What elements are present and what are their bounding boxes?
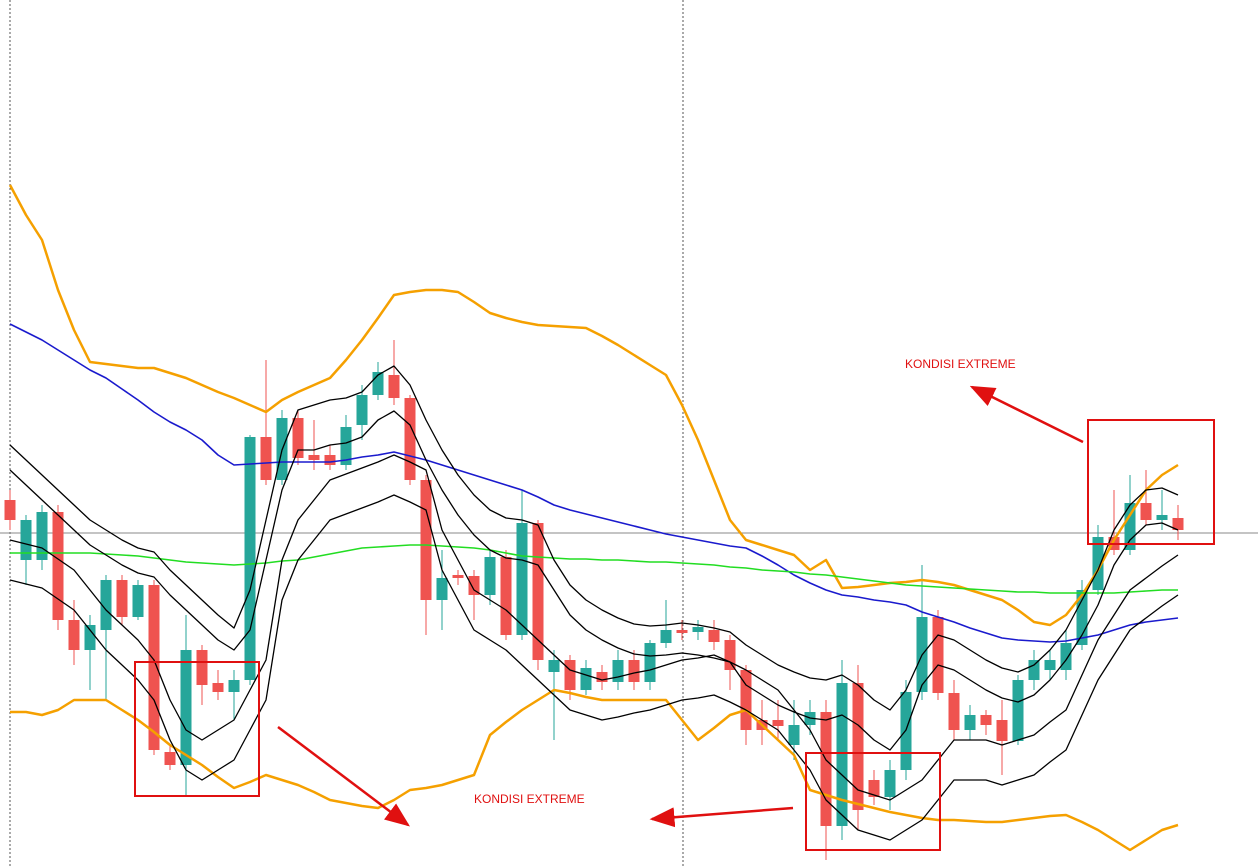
candle-body: [196, 650, 208, 685]
candle-body: [388, 375, 400, 398]
candle-body: [180, 650, 192, 765]
candle-body: [356, 395, 368, 425]
candle-body: [836, 683, 848, 826]
candle-body: [964, 715, 976, 730]
candle-body: [948, 693, 960, 730]
candle-body: [996, 720, 1008, 741]
candle-body: [772, 720, 784, 726]
arrow: [277, 726, 410, 827]
candle-body: [340, 427, 352, 465]
arrow: [969, 385, 1084, 444]
candles: [4, 340, 1184, 860]
candle-body: [1156, 515, 1168, 520]
candle-body: [244, 437, 256, 680]
candle-body: [628, 660, 640, 682]
candle-body: [580, 668, 592, 690]
candle-body: [1092, 537, 1104, 590]
indicator-lines: [8, 184, 1179, 852]
candle-body: [868, 780, 880, 797]
candle-body: [84, 625, 96, 650]
indicator-line: [9, 494, 1179, 841]
annotation: KONDISI EXTREME: [905, 357, 1016, 371]
candle-body: [132, 585, 144, 617]
candle-body: [36, 512, 48, 560]
candle-body: [1060, 643, 1072, 670]
candle-body: [1076, 590, 1088, 645]
candle-body: [1124, 503, 1136, 550]
candle-body: [564, 660, 576, 690]
candle-body: [148, 585, 160, 750]
candle-body: [1140, 503, 1152, 520]
indicator-line: [9, 454, 1179, 801]
candle-body: [1172, 518, 1184, 530]
candle-body: [212, 683, 224, 692]
candle-body: [724, 640, 736, 670]
candle-body: [292, 418, 304, 458]
candle-body: [68, 620, 80, 650]
candle-body: [932, 617, 944, 693]
indicator-line: [8, 184, 1179, 627]
annotation: KONDISI EXTREME: [474, 792, 585, 806]
candle-body: [420, 480, 432, 600]
candle-body: [436, 578, 448, 600]
candle-body: [532, 523, 544, 660]
candle-body: [612, 660, 624, 682]
highlight-box: [1087, 419, 1215, 545]
candle-body: [980, 715, 992, 725]
arrow: [649, 806, 794, 828]
candle-body: [788, 725, 800, 745]
candle-body: [1028, 660, 1040, 680]
candle-body: [260, 437, 272, 480]
candle-body: [852, 683, 864, 810]
candle-body: [516, 523, 528, 635]
indicator-line: [10, 544, 1178, 594]
indicator-line: [9, 323, 1179, 643]
candle-body: [708, 630, 720, 642]
candle-body: [596, 672, 608, 682]
candle-body: [644, 643, 656, 682]
candle-body: [692, 627, 704, 632]
candle-body: [164, 752, 176, 765]
candle-body: [308, 455, 320, 460]
highlight-box: [805, 752, 941, 851]
candle-body: [52, 512, 64, 620]
indicator-line: [10, 688, 1179, 852]
candle-body: [452, 575, 464, 578]
candle-body: [228, 680, 240, 692]
highlight-box: [134, 661, 260, 797]
candle-body: [1044, 660, 1056, 670]
candle-body: [548, 660, 560, 672]
candle-body: [100, 580, 112, 630]
candle-body: [324, 455, 336, 465]
indicator-line: [9, 410, 1179, 751]
candle-body: [116, 580, 128, 617]
candle-body: [500, 557, 512, 635]
candle-body: [484, 557, 496, 595]
candle-body: [740, 670, 752, 730]
candle-body: [676, 630, 688, 633]
candle-body: [404, 398, 416, 480]
indicator-line: [9, 365, 1179, 711]
candle-body: [372, 372, 384, 395]
candle-body: [468, 576, 480, 595]
candle-body: [820, 712, 832, 826]
candle-body: [1012, 680, 1024, 741]
candle-body: [884, 770, 896, 797]
candle-body: [20, 520, 32, 560]
candle-body: [660, 630, 672, 643]
candle-body: [4, 500, 16, 520]
